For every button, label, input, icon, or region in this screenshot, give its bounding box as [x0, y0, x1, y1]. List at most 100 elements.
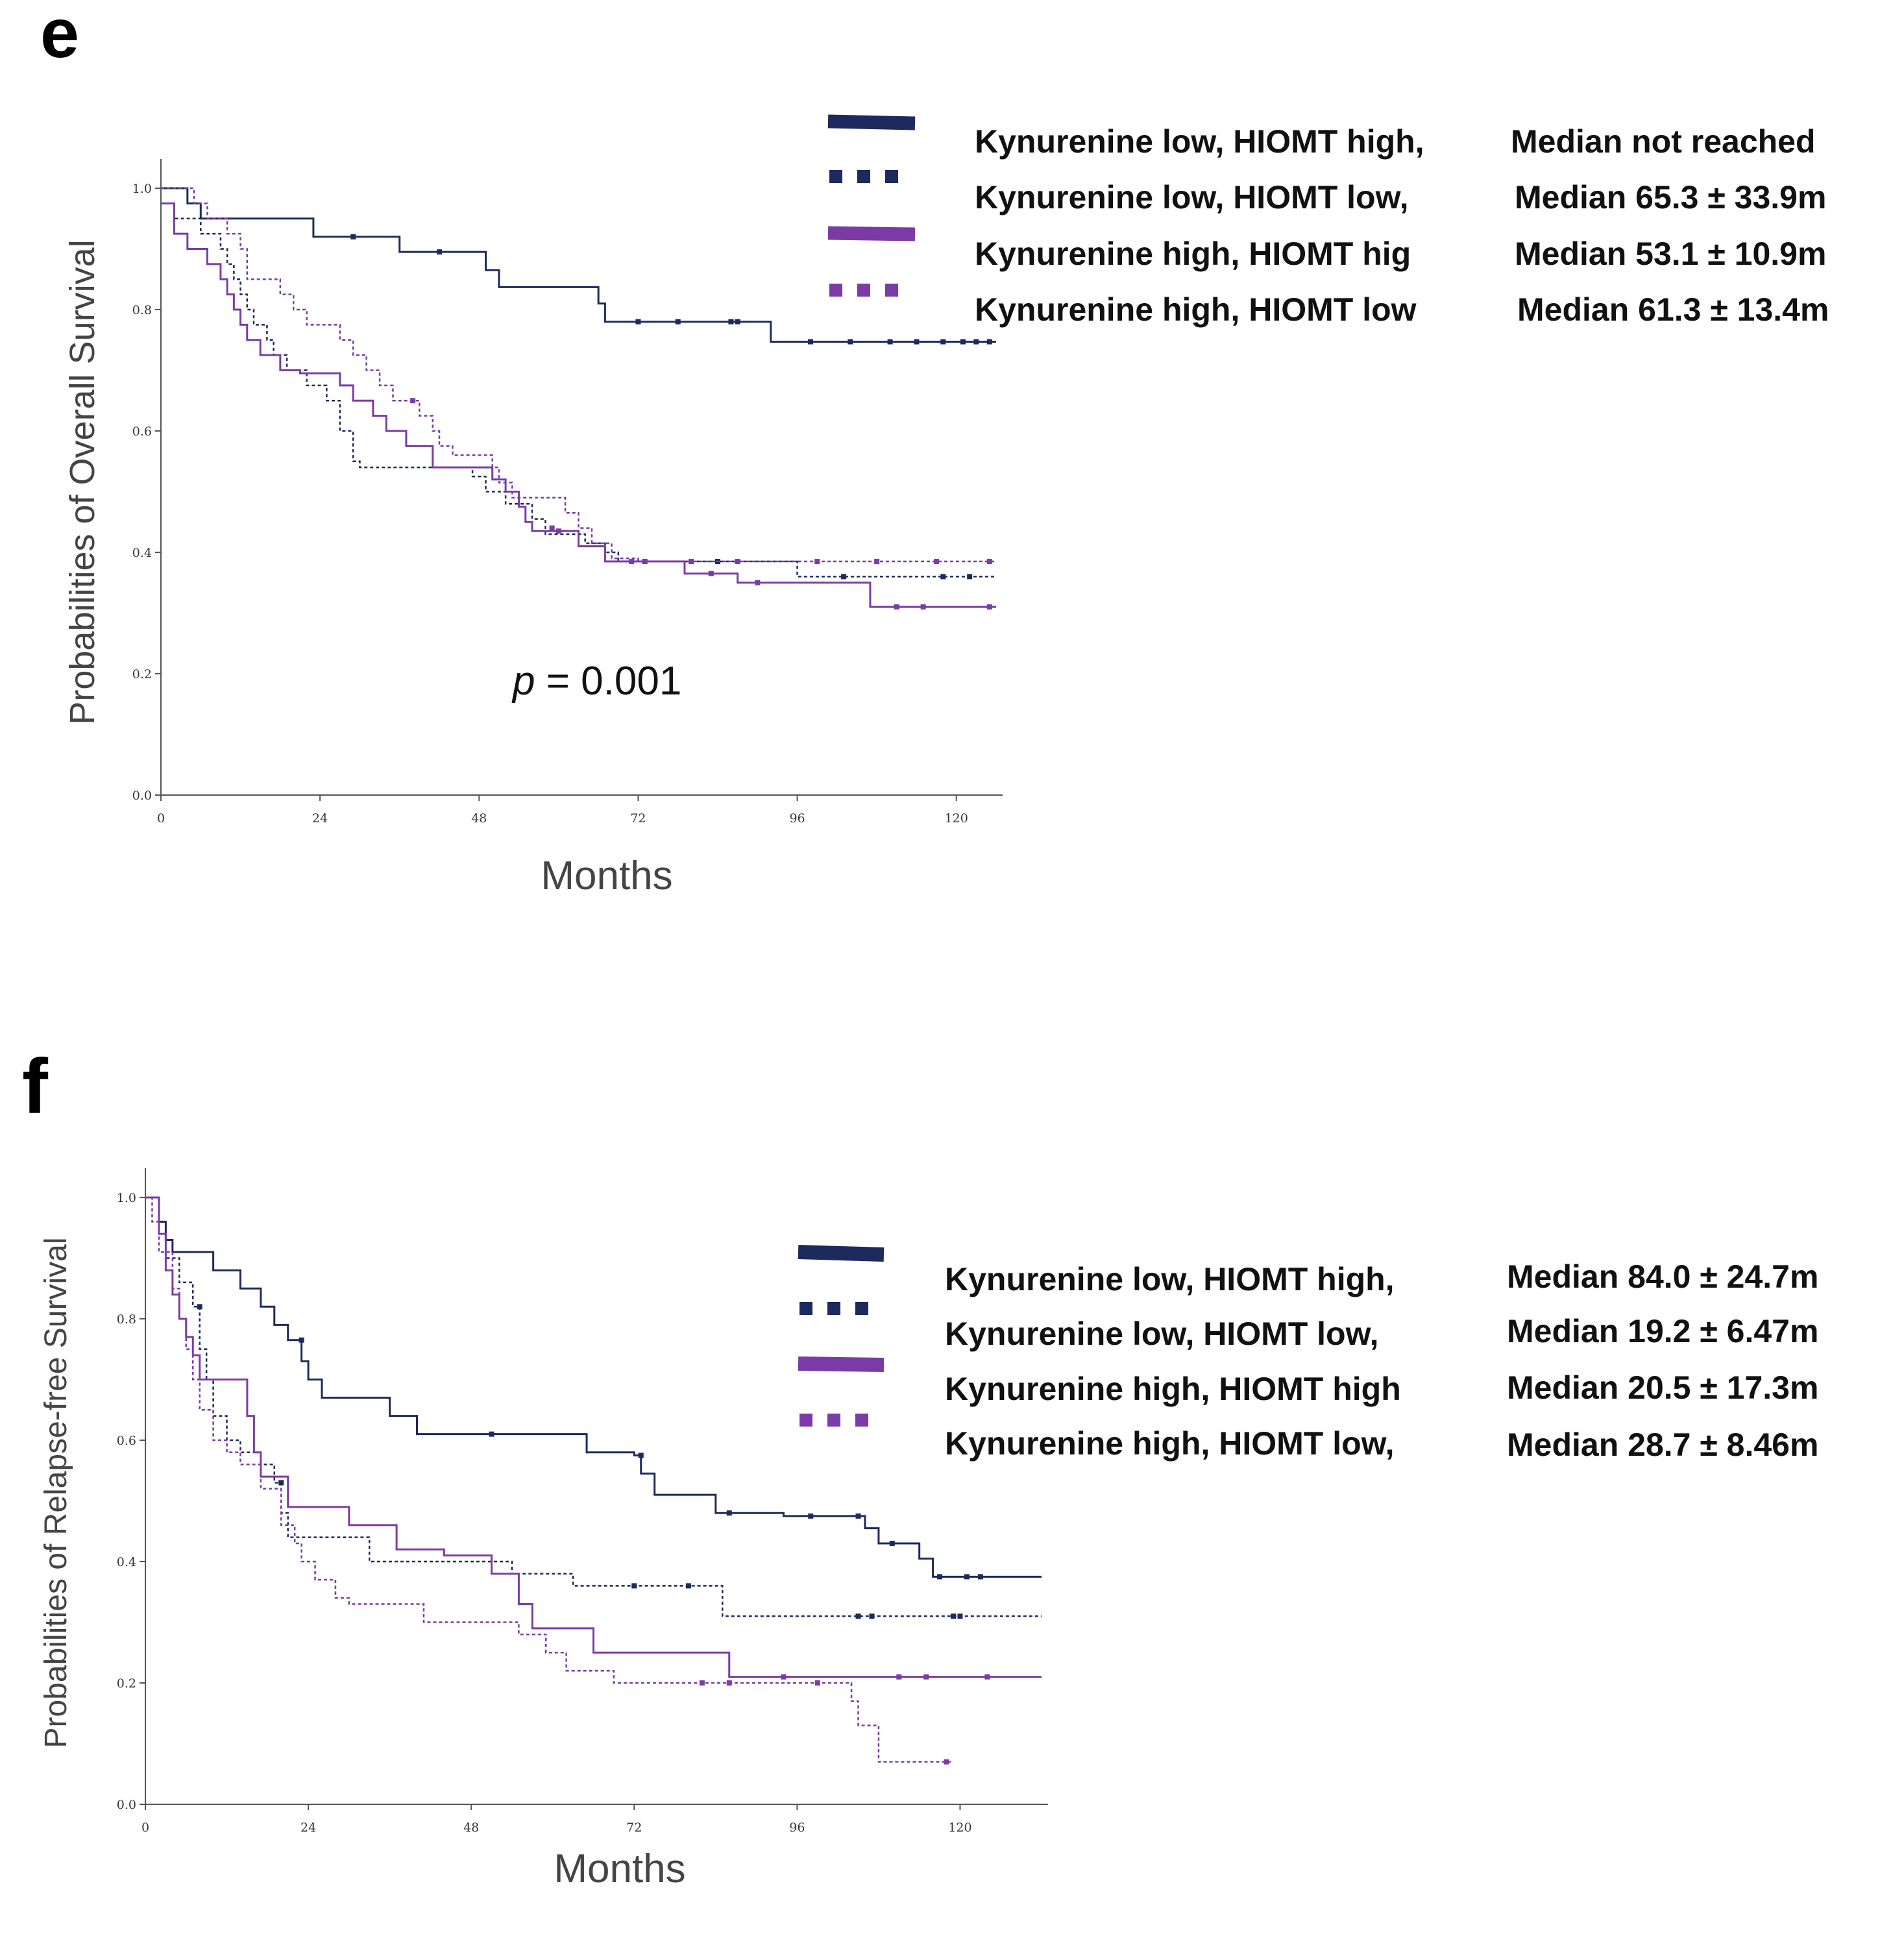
censor-mark [631, 1583, 637, 1589]
y-ticks-e: 0.0 0.2 0.4 0.6 0.8 1.0 [132, 182, 161, 803]
legend-f: Kynurenine low, HIOMT high, Kynurenine l… [798, 1245, 1818, 1463]
p-value-annotation: p = 0.001 [511, 659, 681, 704]
y-tick-label: 0.8 [117, 1312, 136, 1327]
censor-mark [629, 559, 635, 565]
x-tick-label: 24 [300, 1821, 316, 1835]
y-ticks-f: 0.0 0.2 0.4 0.6 0.8 1.0 [117, 1191, 145, 1812]
legend-label-e-0: Kynurenine low, HIOMT high, [975, 123, 1424, 160]
censor-mark [735, 559, 740, 565]
x-tick-label: 96 [789, 1821, 805, 1835]
censor-mark [755, 580, 761, 585]
x-tick-label: 48 [463, 1821, 479, 1835]
legend-median-e-1: Median 65.3 ± 33.9m [1515, 179, 1826, 215]
legend-swatch-e-0 [827, 114, 916, 130]
censor-mark [808, 339, 813, 345]
legend-swatch-e-2 [827, 226, 916, 241]
censor-mark [855, 1513, 861, 1519]
censor-mark [726, 1510, 732, 1516]
censor-mark [437, 249, 442, 255]
legend-median-f-3: Median 28.7 ± 8.46m [1507, 1427, 1818, 1463]
y-tick-label: 0.0 [117, 1798, 136, 1812]
legend-e: Kynurenine low, HIOMT high, Kynurenine l… [827, 114, 1829, 328]
y-tick-label: 0.6 [117, 1434, 136, 1448]
legend-median-f-1: Median 19.2 ± 6.47m [1507, 1313, 1818, 1349]
panel-f: f 0.0 0.2 0.4 0.6 0.8 1.0 0 24 48 72 96 120 Probab… [22, 1043, 1818, 1891]
km-curve-f-0 [145, 1196, 1042, 1578]
y-tick-label: 0.2 [132, 667, 152, 681]
censor-mark [977, 1574, 983, 1580]
legend-median-e-2: Median 53.1 ± 10.9m [1515, 236, 1826, 272]
survival-curves-f [145, 1196, 1042, 1765]
censor-mark [735, 319, 740, 325]
censor-mark [489, 1431, 494, 1437]
x-tick-label: 120 [945, 811, 968, 826]
y-tick-label: 1.0 [117, 1191, 136, 1205]
censor-mark [814, 559, 820, 565]
y-tick-label: 0.0 [132, 789, 152, 803]
censor-mark [855, 1613, 861, 1619]
legend-label-f-1: Kynurenine low, HIOMT low, [945, 1316, 1379, 1352]
censor-mark [410, 398, 416, 404]
km-curve-f-3 [145, 1196, 953, 1763]
censor-mark [874, 559, 880, 565]
censor-mark [848, 339, 853, 345]
y-axis-title-f: Probabilities of Relapse-free Survival [39, 1237, 73, 1748]
censor-mark [920, 604, 926, 610]
censor-mark [914, 339, 920, 345]
legend-label-f-0: Kynurenine low, HIOMT high, [945, 1261, 1395, 1297]
legend-label-e-1: Kynurenine low, HIOMT low, [975, 179, 1409, 215]
censor-mark [708, 570, 714, 576]
km-curve-f-1 [145, 1196, 1042, 1617]
x-tick-label: 0 [157, 811, 165, 826]
censor-mark [555, 528, 561, 534]
censor-mark [894, 604, 899, 610]
censor-mark [986, 559, 992, 565]
y-tick-label: 0.4 [117, 1555, 136, 1569]
x-tick-label: 48 [471, 811, 487, 826]
censor-mark [814, 1680, 820, 1686]
km-curve-f-2 [145, 1196, 1042, 1678]
censor-mark [635, 319, 641, 325]
censor-mark [964, 1574, 970, 1580]
panel-label-f: f [22, 1043, 49, 1130]
p-value-text: = 0.001 [535, 659, 681, 704]
censor-mark [278, 1480, 284, 1486]
x-tick-label: 96 [789, 811, 805, 826]
censor-mark [642, 559, 648, 565]
legend-swatch-f-0 [798, 1245, 885, 1262]
legend-label-e-3: Kynurenine high, HIOMT low [975, 291, 1417, 328]
censor-mark [950, 1613, 956, 1619]
y-tick-label: 0.4 [132, 546, 152, 560]
x-tick-label: 72 [626, 1821, 642, 1835]
censor-mark [896, 1674, 902, 1680]
x-ticks-e: 0 24 48 72 96 120 [157, 795, 968, 826]
x-axis-title-e: Months [541, 853, 672, 898]
censor-mark [689, 559, 694, 565]
p-value-symbol: p [511, 659, 535, 704]
censor-mark [937, 1574, 943, 1580]
censor-mark [685, 1583, 691, 1589]
y-axis-title-e: Probabilities of Overall Survival [63, 239, 102, 724]
x-tick-label: 24 [312, 811, 328, 826]
legend-label-f-3: Kynurenine high, HIOMT low, [945, 1425, 1395, 1462]
censor-mark [638, 1453, 644, 1458]
x-axis-title-f: Months [554, 1846, 685, 1891]
y-tick-label: 1.0 [132, 182, 152, 196]
censor-mark [299, 1337, 304, 1343]
y-tick-label: 0.8 [132, 303, 152, 317]
x-tick-label: 120 [948, 1821, 971, 1835]
legend-median-f-2: Median 20.5 ± 17.3m [1507, 1369, 1818, 1406]
censor-mark [675, 319, 681, 325]
censor-mark [957, 1613, 963, 1619]
censor-mark [699, 1680, 705, 1686]
x-tick-label: 72 [630, 811, 646, 826]
legend-median-e-3: Median 61.3 ± 13.4m [1517, 291, 1829, 328]
x-ticks-f: 0 24 48 72 96 120 [141, 1804, 972, 1835]
km-curve-e-0 [161, 187, 996, 343]
censor-mark [549, 525, 555, 531]
censor-mark [350, 234, 356, 239]
censor-mark [934, 559, 940, 565]
censor-mark [726, 1680, 732, 1686]
km-curve-e-3 [161, 187, 996, 563]
